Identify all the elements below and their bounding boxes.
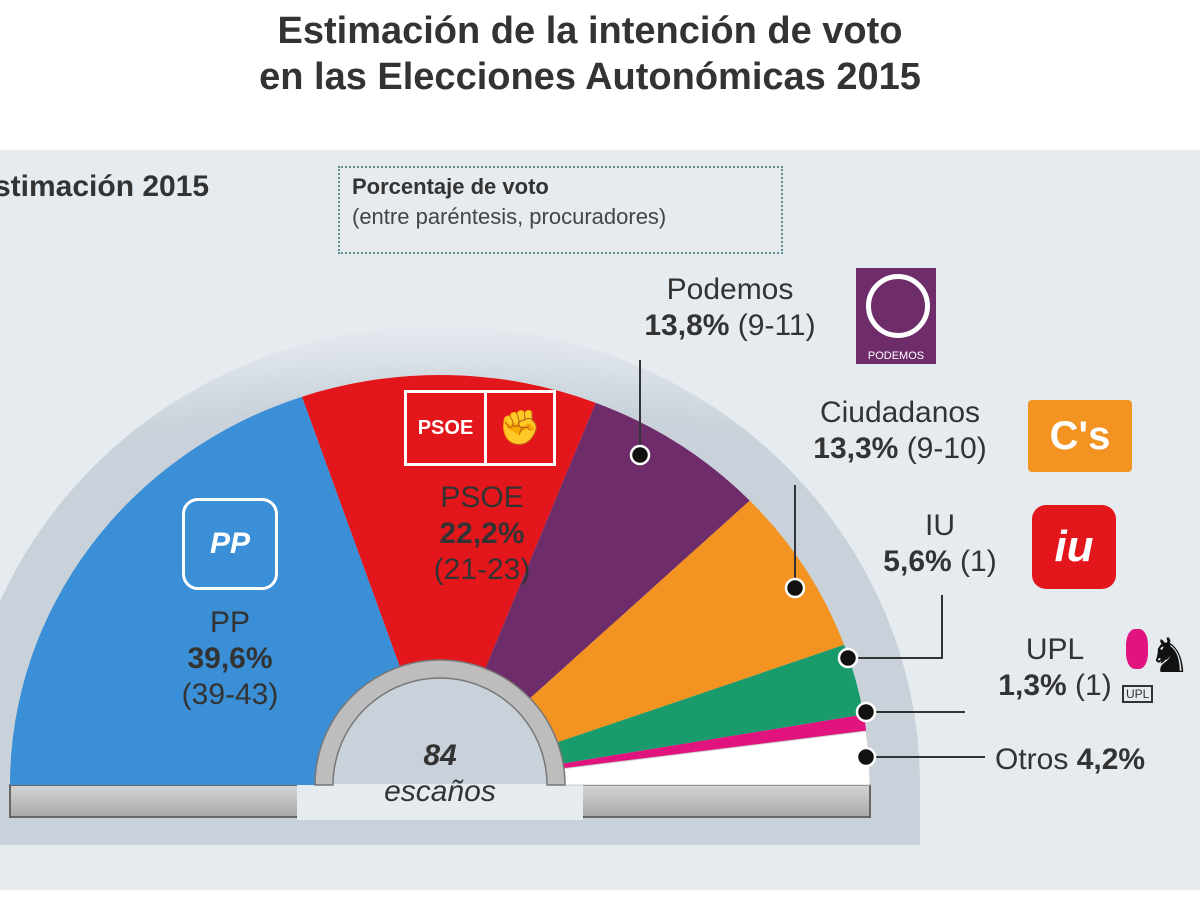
label-pp-name: PP [209,606,251,639]
chart-title: Estimación de la intención de voto en la… [0,8,1180,100]
leader-dot-upl [855,701,877,723]
iu-logo-text: iu [1054,522,1094,571]
label-podemos-seats: (9-11) [737,309,816,342]
label-iu: IU 5,6% (1) [860,508,1020,580]
leader-line-iu [848,595,943,659]
slice-podemos [485,402,750,699]
slice-upl [563,714,867,769]
legend-line-2: (entre paréntesis, procuradores) [352,204,667,229]
ciudadanos-logo-icon: C's [1028,400,1132,472]
label-upl-seats: (1) [1075,669,1112,702]
leader-dot-otros [855,746,877,768]
label-otros: Otros 4,2% [995,742,1195,778]
label-ciudadanos-percent: 13,3% [813,432,899,465]
label-otros-percent: 4,2% [1076,743,1146,776]
base-gap [297,784,583,820]
label-pp-percent: 39,6% [187,642,273,675]
slice-iu [557,644,864,764]
label-psoe-percent: 22,2% [439,517,525,550]
psoe-logo-icon: PSOE ✊ [404,390,556,466]
legend-box: Porcentaje de voto (entre paréntesis, pr… [338,166,783,254]
center-seat-unit: escaños [384,775,496,808]
section-label: stimación 2015 [0,170,210,203]
leader-dot-ciudadanos [784,577,806,599]
label-ciudadanos: Ciudadanos 13,3% (9-10) [780,395,1020,467]
label-pp: PP 39,6% (39-43) [150,605,310,713]
label-upl-percent: 1,3% [998,669,1067,702]
iu-logo-icon: iu [1032,505,1116,589]
center-label: 84 escaños [370,738,510,810]
podemos-logo-text: PODEMOS [867,350,925,362]
title-line-1: Estimación de la intención de voto [277,10,903,52]
label-psoe-name: PSOE [440,481,524,514]
slice-psoe [301,375,596,669]
label-upl-name: UPL [1025,633,1085,666]
leader-dot-podemos [629,444,651,466]
psoe-logo-text: PSOE [407,393,487,463]
label-ciudadanos-name: Ciudadanos [819,396,981,429]
pp-logo-icon: PP [182,498,278,590]
upl-logo-text: UPL [1122,685,1154,703]
ciudadanos-logo-text: C's [1049,413,1111,458]
leader-dot-iu [837,647,859,669]
label-otros-name: Otros [995,743,1069,776]
slice-pp [10,396,400,785]
slice-ciudadanos [530,500,845,743]
podemos-logo-icon: PODEMOS [856,268,936,364]
label-ciudadanos-seats: (9-10) [906,432,987,465]
inner-rim [314,659,566,786]
pp-logo-text: PP [209,527,251,560]
legend-line-1: Porcentaje de voto [352,174,549,199]
label-iu-seats: (1) [960,545,997,578]
label-podemos: Podemos 13,8% (9-11) [610,272,850,344]
label-psoe: PSOE 22,2% (21-23) [402,480,562,588]
label-psoe-seats: (21-23) [433,553,531,586]
title-line-2: en las Elecciones Autonómicas 2015 [259,56,921,98]
upl-logo-icon: ♞ UPL [1122,625,1200,715]
label-podemos-name: Podemos [666,273,794,306]
label-upl: UPL 1,3% (1) [980,632,1130,704]
fist-rose-icon: ✊ [498,409,542,447]
label-pp-seats: (39-43) [181,678,279,711]
center-seat-count: 84 [423,739,457,772]
label-podemos-percent: 13,8% [644,309,730,342]
label-iu-percent: 5,6% [883,545,952,578]
label-iu-name: IU [925,509,955,542]
